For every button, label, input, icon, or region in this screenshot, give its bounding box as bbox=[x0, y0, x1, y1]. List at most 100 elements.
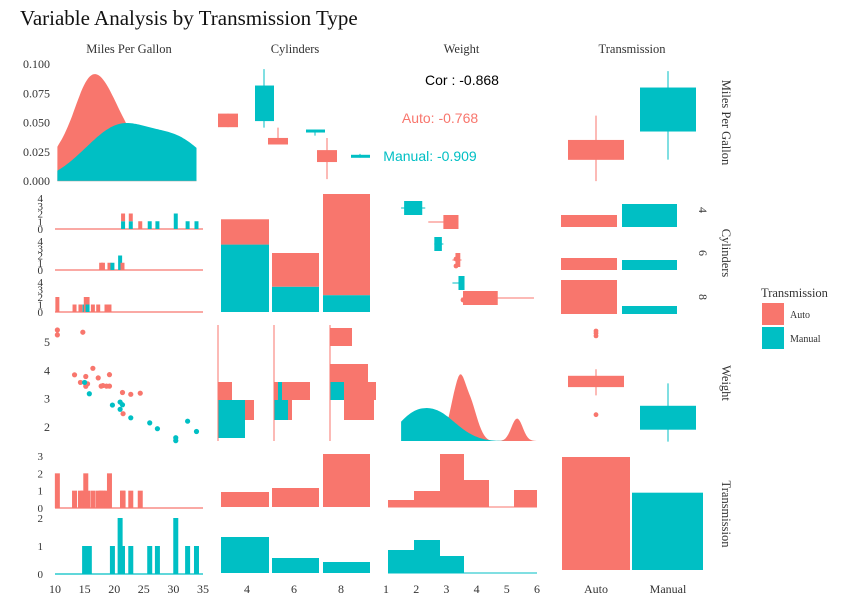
am-mpg-hist-bar bbox=[86, 546, 92, 574]
mpg-wt-point bbox=[185, 418, 191, 424]
cyl-hist-bar-auto bbox=[120, 262, 125, 270]
cyl-count-tick: 0 bbox=[38, 224, 44, 236]
mpg-wt-point bbox=[90, 365, 96, 371]
cyl-wt-hist-bar bbox=[274, 400, 288, 420]
cyl-level-label: 6 bbox=[696, 250, 710, 256]
cyl-hist-bar-manual bbox=[128, 221, 133, 229]
cyl-count-tick: 0 bbox=[38, 307, 44, 319]
cyl-mpg-box bbox=[255, 85, 274, 122]
cyl-hist-bar-manual bbox=[173, 213, 178, 229]
column-strip-label: Transmission bbox=[599, 42, 667, 56]
am-wt-hist-bar bbox=[464, 480, 489, 507]
density-manual bbox=[57, 123, 197, 181]
row-strip-label: Miles Per Gallon bbox=[719, 80, 733, 166]
column-strip-label: Miles Per Gallon bbox=[86, 42, 172, 56]
am-cyl-bar bbox=[221, 537, 269, 573]
am-mpg-hist-bar bbox=[120, 490, 126, 508]
am-count-tick: 0 bbox=[38, 503, 44, 515]
cyl-hist-bar-auto bbox=[55, 297, 60, 312]
cyl-hist-bar-auto bbox=[107, 304, 112, 312]
cyl-mpg-box bbox=[351, 154, 370, 158]
cyl-count-tick: 1 bbox=[38, 258, 44, 270]
am-mpg-hist-bar bbox=[82, 546, 88, 574]
wt-x-tick: 6 bbox=[534, 582, 540, 596]
am-wt-hist-bar bbox=[440, 454, 464, 507]
cyl-am-bar bbox=[561, 258, 617, 270]
mpg-wt-point bbox=[128, 415, 134, 421]
mpg-x-tick: 30 bbox=[167, 582, 179, 596]
column-strip-label: Weight bbox=[444, 42, 480, 56]
density-tick-label: 0.000 bbox=[23, 174, 50, 188]
legend-swatch-manual bbox=[762, 327, 784, 349]
cyl-hist-bar-manual bbox=[110, 262, 115, 270]
density-tick-label: 0.100 bbox=[23, 57, 50, 71]
row-strip-label: Transmission bbox=[719, 481, 733, 549]
column-strip-label: Cylinders bbox=[271, 42, 320, 56]
cyl-count-tick: 1 bbox=[38, 216, 44, 228]
cyl-wt-hist-bar bbox=[278, 382, 282, 400]
mpg-x-tick: 25 bbox=[138, 582, 150, 596]
cyl-count-tick: 1 bbox=[38, 300, 44, 312]
mpg-wt-point bbox=[137, 390, 143, 396]
cyl-bar-auto bbox=[221, 219, 269, 245]
cyl-hist-bar-auto bbox=[100, 262, 105, 270]
mpg-wt-point bbox=[86, 391, 92, 397]
wt-x-tick: 3 bbox=[443, 582, 449, 596]
cyl-hist-bar-auto bbox=[107, 262, 112, 270]
wt-tick-label: 5 bbox=[44, 335, 50, 349]
am-count-bar-auto bbox=[562, 457, 630, 570]
legend-swatch-auto bbox=[762, 303, 784, 325]
density-tick-label: 0.025 bbox=[23, 145, 50, 159]
mpg-wt-point bbox=[128, 391, 134, 397]
am-wt-hist-bar bbox=[514, 490, 537, 507]
cyl-hist-bar-manual bbox=[155, 221, 160, 229]
am-wt-box bbox=[568, 375, 624, 388]
mpg-wt-point bbox=[106, 383, 113, 389]
am-cyl-bar bbox=[323, 454, 370, 507]
cyl-hist-bar-auto bbox=[96, 304, 101, 312]
am-count-tick: 1 bbox=[38, 541, 44, 553]
am-mpg-hist-bar bbox=[100, 490, 106, 508]
cyl-wt-box bbox=[443, 215, 459, 229]
am-count-tick: 1 bbox=[38, 486, 44, 498]
am-mpg-hist-bar bbox=[95, 490, 101, 508]
am-mpg-hist-bar bbox=[193, 546, 199, 574]
am-wt-hist-bar bbox=[414, 491, 440, 507]
cyl-hist-bar-manual bbox=[85, 304, 90, 312]
cyl-hist-bar-manual bbox=[121, 221, 126, 229]
legend-title: Transmission bbox=[761, 286, 829, 300]
mpg-wt-point bbox=[119, 389, 126, 396]
cyl-am-bar bbox=[561, 215, 617, 227]
mpg-x-tick: 35 bbox=[197, 582, 209, 596]
am-mpg-hist-bar bbox=[109, 546, 115, 574]
cyl-wt-outlier bbox=[453, 263, 459, 269]
cyl-bar-manual bbox=[272, 286, 319, 312]
mpg-wt-point bbox=[120, 411, 126, 417]
cyl-hist-bar-manual bbox=[185, 221, 190, 229]
am-count-tick: 0 bbox=[38, 569, 44, 581]
cyl-wt-box bbox=[463, 291, 498, 305]
density-tick-label: 0.050 bbox=[23, 116, 50, 130]
wt-tick-label: 2 bbox=[44, 420, 50, 434]
am-mpg-hist-bar bbox=[147, 546, 153, 574]
cyl-count-tick: 2 bbox=[38, 292, 44, 304]
wt-x-tick: 5 bbox=[504, 582, 510, 596]
cyl-wt-hist-bar bbox=[330, 382, 344, 400]
cyl-wt-hist-bar bbox=[218, 420, 245, 438]
cyl-am-bar bbox=[622, 306, 677, 314]
wt-tick-label: 4 bbox=[44, 363, 50, 377]
mpg-wt-point bbox=[71, 372, 78, 378]
cyl-hist-bar-auto bbox=[138, 221, 143, 229]
cyl-bar-auto bbox=[272, 253, 319, 287]
cyl-hist-bar-manual bbox=[147, 221, 152, 229]
cyl-count-tick: 3 bbox=[38, 285, 44, 297]
cyl-wt-box bbox=[458, 276, 465, 290]
cyl-wt-hist-bar bbox=[330, 328, 352, 346]
cyl-x-tick: 6 bbox=[291, 582, 297, 596]
mpg-wt-point bbox=[109, 402, 116, 408]
am-count-bar-manual bbox=[632, 492, 703, 570]
cyl-wt-hist-bar bbox=[245, 400, 254, 420]
cyl-am-bar bbox=[561, 280, 617, 314]
mpg-wt-point bbox=[119, 402, 126, 408]
cyl-am-bar bbox=[622, 204, 677, 227]
